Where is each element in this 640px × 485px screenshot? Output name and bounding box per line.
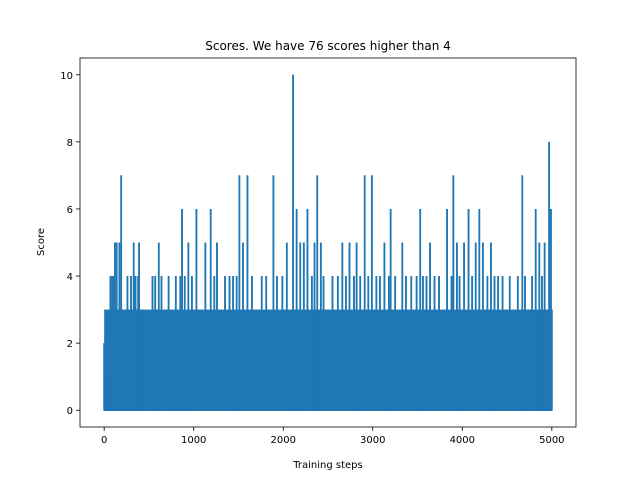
x-tick-label: 1000 bbox=[181, 435, 206, 446]
x-tick-label: 3000 bbox=[360, 435, 385, 446]
x-axis-label: Training steps bbox=[292, 460, 362, 471]
y-axis-label: Score bbox=[36, 228, 47, 256]
y-tick-label: 2 bbox=[67, 339, 73, 350]
x-tick-label: 5000 bbox=[539, 435, 564, 446]
y-tick-label: 8 bbox=[67, 138, 73, 149]
axes-frame bbox=[79, 57, 577, 428]
x-tick-label: 0 bbox=[101, 435, 107, 446]
y-tick-label: 10 bbox=[60, 71, 73, 82]
x-tick-label: 2000 bbox=[271, 435, 296, 446]
chart-title: Scores. We have 76 scores higher than 4 bbox=[205, 39, 451, 53]
y-tick-label: 6 bbox=[67, 205, 73, 216]
series-layer bbox=[103, 74, 553, 411]
x-tick-label: 4000 bbox=[450, 435, 475, 446]
y-tick-label: 4 bbox=[67, 272, 73, 283]
axes-layer: 0 1000 2000 3000 4000 5000 0 2 4 6 8 10 bbox=[60, 57, 577, 446]
y-tick-label: 0 bbox=[67, 406, 73, 417]
